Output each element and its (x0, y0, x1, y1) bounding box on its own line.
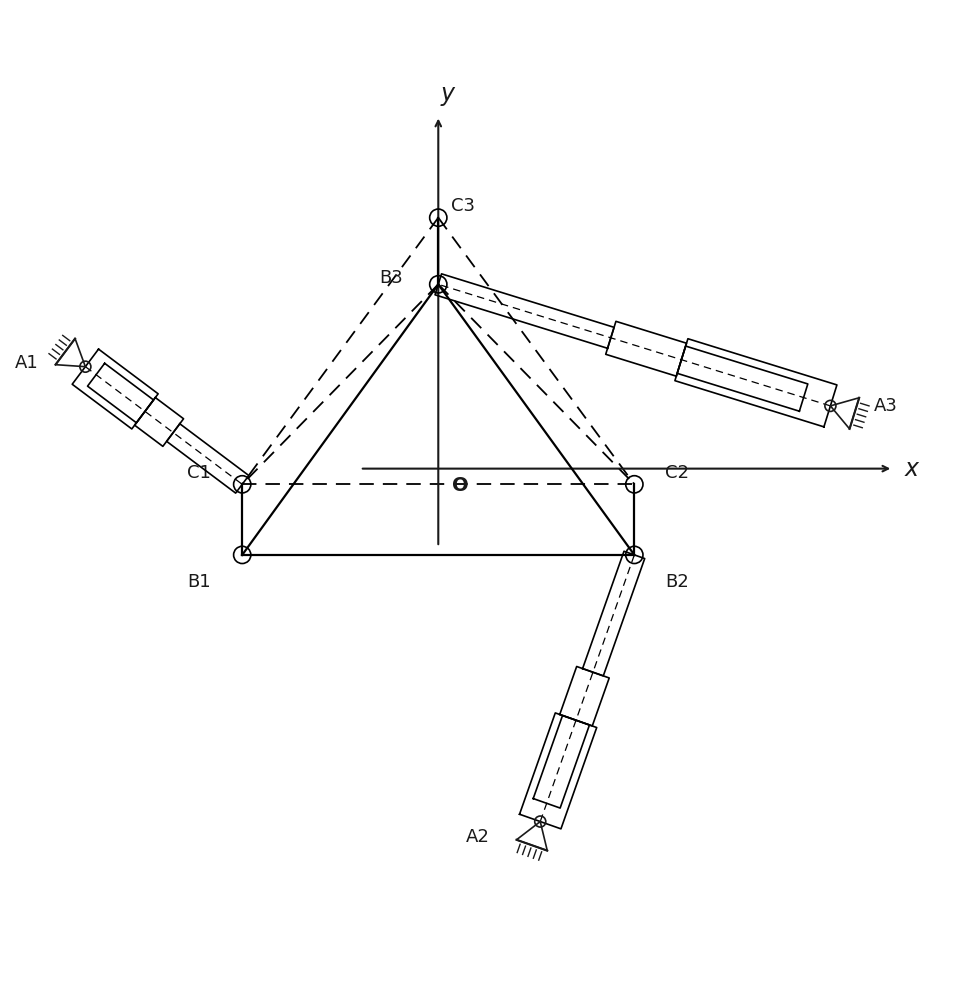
Text: B3: B3 (379, 269, 403, 287)
Text: C2: C2 (666, 464, 690, 482)
Text: C3: C3 (452, 197, 476, 215)
Text: y: y (440, 82, 455, 106)
Text: C1: C1 (187, 464, 211, 482)
Text: A2: A2 (465, 828, 489, 846)
Text: A3: A3 (874, 397, 898, 415)
Text: A1: A1 (14, 354, 38, 372)
Text: B1: B1 (187, 573, 211, 591)
Text: O: O (453, 476, 469, 495)
Text: B2: B2 (666, 573, 690, 591)
Text: x: x (905, 457, 919, 481)
